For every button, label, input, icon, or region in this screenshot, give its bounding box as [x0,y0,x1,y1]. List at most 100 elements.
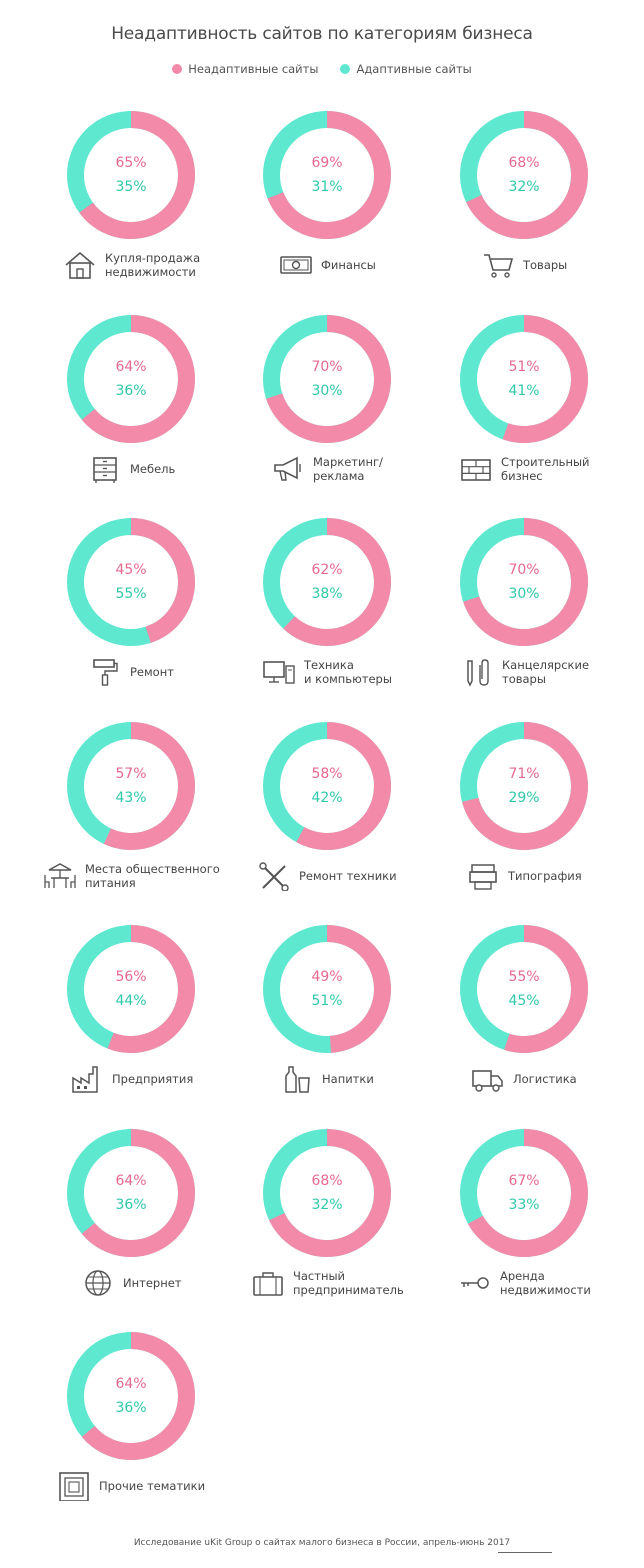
category-cell: 64% 36% Прочие тематики [31,1331,231,1531]
category-label: Ремонт [130,665,174,679]
key-icon [461,1276,489,1289]
non-adaptive-value: 70% [508,562,540,578]
stationery-icon [467,659,489,687]
non-adaptive-slice [326,925,391,1053]
category-label: Логистика [513,1072,577,1086]
donut-chart [67,1332,195,1460]
category-label-group: Частный предприниматель [251,1268,404,1298]
donut-chart [460,1128,588,1257]
legend-label-adaptive: Адаптивные сайты [356,62,472,76]
adaptive-value: 31% [311,179,343,195]
non-adaptive-value: 58% [311,765,343,782]
donut-chart [460,111,588,239]
adaptive-value: 43% [115,789,147,806]
donut-chart [263,925,391,1053]
category-label-group: Мебель [88,454,175,484]
adaptive-value: 36% [115,1400,147,1416]
category-label: Напитки [322,1072,374,1086]
non-adaptive-value: 62% [311,562,343,578]
category-cell: 57% 43% Места общественного питания [31,721,231,921]
category-label-group: Финансы [279,250,376,280]
non-adaptive-value: 68% [311,1172,343,1189]
non-adaptive-value: 55% [508,969,540,985]
category-label: Типография [508,868,582,883]
donut-chart [263,111,391,239]
donut-chart [263,314,391,443]
non-adaptive-value: 69% [311,155,343,171]
cafe-table-icon [44,862,76,888]
non-adaptive-value: 57% [115,765,147,782]
non-adaptive-slice [81,314,195,443]
bricks-icon [461,458,491,481]
non-adaptive-slice [283,518,391,646]
category-label-group: Купля-продажа недвижимости [63,250,200,280]
house-icon [65,251,95,279]
category-label: Товары [523,258,568,272]
legend-label-non-adaptive: Неадаптивные сайты [188,62,319,76]
non-adaptive-slice [466,111,588,239]
category-cell: 64% 36% Интернет [31,1128,231,1328]
adaptive-value: 45% [508,993,540,1009]
category-label: Канцелярские товары [502,658,590,686]
non-adaptive-value: 64% [115,1376,147,1392]
non-adaptive-slice [269,1128,391,1257]
legend-dot-non-adaptive [172,64,183,74]
adaptive-value: 44% [115,993,147,1009]
non-adaptive-slice [266,314,391,443]
briefcase-icon [253,1271,283,1296]
category-label: Аренда недвижимости [500,1268,591,1297]
adaptive-value: 55% [115,586,147,602]
adaptive-value: 30% [311,382,343,399]
category-label-group: Места общественного питания [43,861,220,891]
non-adaptive-value: 67% [508,1172,540,1189]
donut-chart [263,518,391,646]
category-label-group: Аренда недвижимости [458,1268,591,1298]
category-label-group: Предприятия [70,1064,193,1094]
donut-chart [67,518,195,646]
adaptive-value: 35% [115,179,147,195]
adaptive-value: 36% [115,382,147,399]
category-label: Техника и компьютеры [304,658,392,686]
category-label: Купля-продажа недвижимости [105,251,201,279]
category-label: Интернет [123,1275,182,1290]
adaptive-value: 32% [311,1196,343,1213]
category-label: Финансы [321,258,376,272]
category-label-group: Интернет [81,1268,182,1298]
category-label: Частный предприниматель [293,1268,404,1297]
category-cell: 56% 44% Предприятия [31,924,231,1124]
category-cell: 70% 30% Канцелярские товары [424,517,624,717]
category-label: Прочие тематики [99,1479,206,1493]
adaptive-value: 51% [311,993,343,1009]
non-adaptive-value: 71% [508,765,540,782]
adaptive-value: 29% [508,789,540,806]
non-adaptive-slice [79,111,195,239]
category-cell: 70% 30% Маркетинг/ реклама [227,314,427,514]
non-adaptive-slice [81,1128,195,1257]
legend-item-adaptive: Адаптивные сайты [340,62,472,76]
category-label-group: Строительный бизнес [459,454,590,484]
category-label: Строительный бизнес [501,454,590,483]
square-frame-icon [59,1472,89,1501]
adaptive-value: 38% [311,586,343,602]
non-adaptive-slice [107,925,195,1053]
category-cell: 55% 45% Логистика [424,924,624,1124]
category-cell: 71% 29% Типография [424,721,624,921]
donut-chart [67,111,195,239]
cart-icon [484,254,514,278]
category-label-group: Типография [466,861,582,891]
non-adaptive-slice [296,721,391,850]
category-label: Мебель [130,461,176,476]
non-adaptive-value: 56% [115,969,147,985]
non-adaptive-value: 51% [508,358,540,375]
category-label-group: Канцелярские товары [460,657,589,687]
non-adaptive-slice [504,925,588,1053]
donut-chart [460,518,588,646]
globe-icon [85,1269,111,1296]
category-label: Ремонт техники [299,868,397,883]
category-cell: 68% 32% Частный предприниматель [227,1128,427,1328]
chart-title: Неадаптивность сайтов по категориям бизн… [111,24,533,44]
category-cell: 65% 35% Купля-продажа недвижимости [31,110,231,310]
category-label-group: Прочие тематики [57,1471,205,1501]
donut-chart [67,1128,195,1257]
footer-source: Исследование uKit Group о сайтах малого … [133,1538,511,1548]
